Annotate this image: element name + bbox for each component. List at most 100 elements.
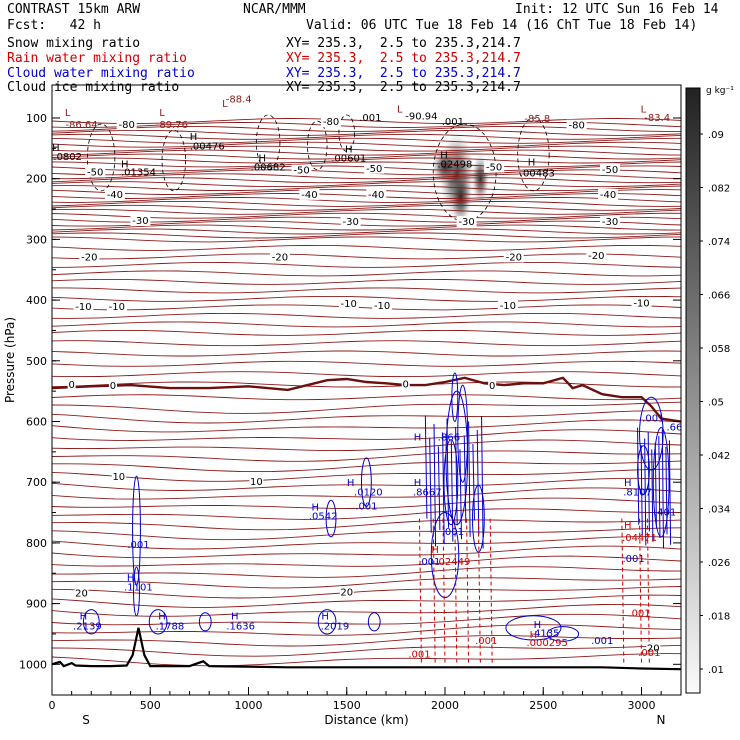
extrema-label-30: .0120 [354, 487, 383, 498]
cloud-water-contour-19 [546, 626, 580, 642]
isotherm-line-48 [52, 401, 681, 414]
convective-core-line-11 [472, 443, 475, 521]
model-title: CONTRAST 15km ARW [7, 2, 141, 17]
isotherm-label-bg-0 [116, 119, 137, 131]
isotherm-line-52 [52, 439, 681, 452]
extrema-label-31: .001 [355, 501, 377, 512]
y-tick-label-2: 300 [26, 233, 47, 246]
isotherm-line-36 [52, 287, 681, 294]
isotherm-line-5 [52, 137, 681, 144]
extrema-label-48: .001 [628, 609, 650, 620]
isotherm-label-bg-3 [85, 166, 106, 178]
isotherm-line-46 [52, 381, 681, 388]
isotherm-line-45 [52, 371, 681, 378]
extrema-label-14: .01354 [121, 167, 156, 178]
isotherm-label-bg-19 [586, 250, 607, 262]
isotherm-line-55 [52, 468, 681, 482]
isotherm-label-22: -10 [341, 299, 357, 310]
isotherm-line-74 [52, 653, 681, 667]
cloud-water-contour-8 [639, 396, 664, 471]
y-tick-label-0: 100 [26, 112, 47, 125]
isotherm-label-bg-5 [364, 162, 385, 174]
rain-contour-2 [442, 518, 446, 665]
isotherm-line-57 [52, 487, 681, 500]
colorbar-tick-label-5: .05 [708, 398, 724, 409]
isotherm-label-bg-22 [338, 298, 359, 310]
cloud-water-contour-3 [451, 372, 459, 423]
isotherm-line-64 [52, 555, 681, 567]
isotherm-line-3 [52, 129, 681, 136]
extrema-label-39: .6652 [666, 422, 695, 433]
isotherm-label-16: -20 [81, 252, 97, 263]
x-tick-label-3: 1500 [333, 699, 361, 712]
extrema-label-22: .001 [442, 117, 464, 128]
legend-cloud-ice-xy: XY= 235.3, 2.5 to 235.3,214.7 [286, 80, 521, 95]
isotherm-label-bg-33 [339, 586, 354, 598]
legend-rain-label: Rain water mixing ratio [7, 51, 188, 66]
x-end-label-south: S [82, 713, 90, 727]
isotherm-line-17 [52, 185, 681, 192]
isotherm-line-39 [52, 312, 681, 319]
cloud-water-contour-2 [457, 384, 469, 483]
extrema-label-38: .001 [642, 413, 664, 424]
isotherm-line-29 [52, 232, 681, 239]
legend-snow-xy: XY= 235.3, 2.5 to 235.3,214.7 [286, 36, 521, 51]
x-end-label-north: N [657, 713, 666, 727]
extrema-label-9: L [641, 104, 647, 115]
extrema-label-62: H [158, 612, 166, 623]
rain-contour-0 [418, 518, 422, 665]
cloud-water-contour-5 [430, 512, 460, 599]
isotherm-label-6: -50 [486, 163, 502, 174]
colorbar-tick-label-0: .01 [708, 665, 724, 676]
extrema-label-47: .001 [623, 554, 645, 565]
x-tick-label-4: 2000 [431, 699, 459, 712]
extrema-label-1: -86.64 [65, 120, 97, 131]
cloud-water-contour-1 [443, 439, 459, 526]
isotherm-line-59 [52, 508, 681, 520]
isotherm-label-32: 20 [75, 589, 88, 600]
org-label: NCAR/MMM [243, 2, 306, 17]
cloud-water-contour-17 [367, 612, 381, 632]
extrema-label-40: .401 [654, 507, 676, 518]
colorbar-tick-label-4: .042 [708, 451, 730, 462]
x-tick-label-6: 3000 [628, 699, 656, 712]
isotherm-line-20 [52, 196, 681, 203]
cloud-water-contour-6 [360, 457, 372, 507]
isotherm-label-bg-25 [631, 297, 652, 309]
isotherm-label-4: -50 [293, 166, 309, 177]
isotherm-line-47 [52, 394, 681, 401]
colorbar-tick-label-3: .034 [708, 505, 730, 516]
isotherm-line-65 [52, 566, 681, 578]
isotherm-line-44 [52, 360, 681, 367]
isotherm-label-bg-7 [600, 163, 621, 175]
isotherm-line-7 [52, 145, 681, 152]
cloud-water-contour-14 [148, 609, 168, 635]
isotherm-label-bg-18 [503, 251, 524, 263]
isotherm-line-38 [52, 304, 681, 311]
x-tick-label-2: 1000 [235, 699, 263, 712]
extrema-label-4: L [222, 99, 228, 110]
isotherm-line-43 [52, 350, 681, 357]
isotherm-label-0: -80 [118, 120, 134, 131]
extrema-label-29: H [347, 478, 355, 489]
isotherm-line-26 [52, 220, 681, 227]
isotherm-label-bg-4 [291, 164, 312, 176]
isotherm-line-10 [52, 157, 681, 164]
cloud-water-contour-10 [637, 445, 650, 495]
extrema-label-17: H [258, 153, 266, 164]
extrema-label-65: .1636 [226, 621, 255, 632]
isotherm-line-73 [52, 644, 681, 657]
extrema-label-59: .1101 [124, 583, 153, 594]
isotherm-label-bg-29 [488, 380, 497, 392]
y-tick-label-5: 600 [26, 416, 47, 429]
isotherm-label-bg-6 [484, 161, 505, 173]
convective-core-line-2 [433, 423, 437, 547]
isotherm-line-8 [52, 149, 681, 156]
snow-contour-1 [161, 129, 187, 192]
extrema-label-35: .0542 [309, 512, 338, 523]
extrema-label-21: .00601 [331, 153, 366, 164]
isotherm-line-54 [52, 460, 681, 473]
rain-contour-7 [621, 518, 625, 665]
y-tick-label-3: 400 [26, 294, 47, 307]
convective-core-line-13 [481, 416, 484, 549]
